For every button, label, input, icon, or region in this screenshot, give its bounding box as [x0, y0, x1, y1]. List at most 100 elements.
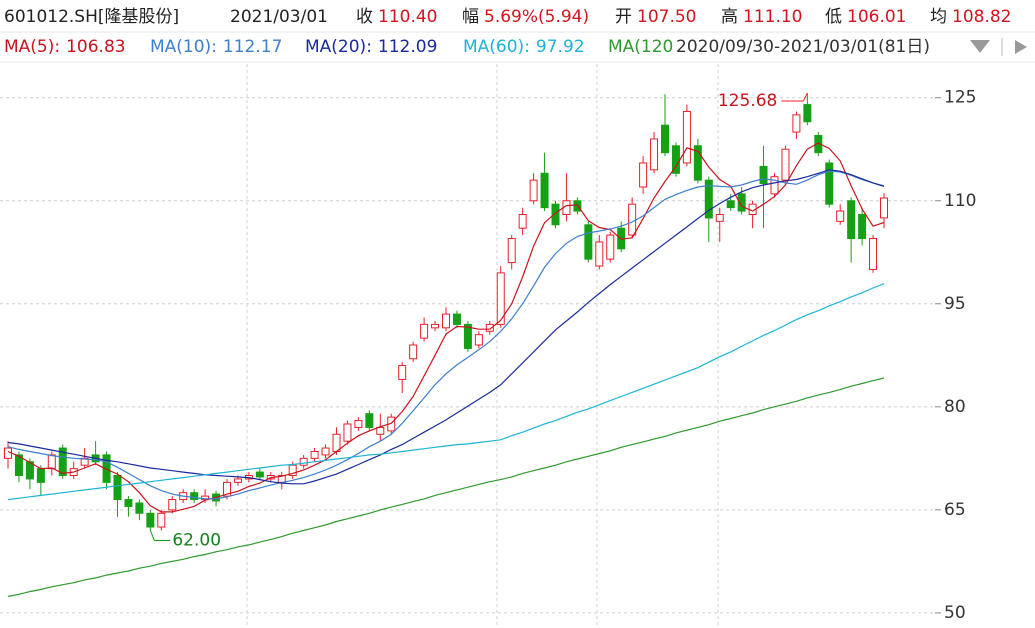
candle-body	[452, 313, 461, 325]
legend-entry: MA(5): 106.83	[4, 37, 126, 57]
candle-body	[255, 471, 264, 478]
candle-body	[233, 478, 242, 483]
candle-body	[485, 323, 494, 332]
candle-body	[463, 323, 472, 349]
quote-label: 高	[721, 7, 738, 27]
candle-body	[135, 502, 144, 514]
candle-body	[715, 213, 724, 222]
candle-body	[595, 241, 604, 267]
legend-name: MA(60):	[463, 37, 530, 57]
candle-body	[737, 193, 746, 212]
quote-value: 5.69%(5.94)	[484, 7, 589, 27]
quote-label: 低	[825, 7, 842, 27]
ma-line	[7, 377, 885, 597]
quote-label: 收	[356, 7, 373, 27]
candle-body	[759, 165, 768, 185]
candle-body	[288, 464, 297, 477]
candle-body	[650, 138, 659, 171]
candle-body	[474, 334, 483, 346]
legend-entry: MA(60): 97.92	[463, 37, 585, 57]
y-tick-label: 65	[944, 500, 966, 520]
candle-body	[682, 110, 691, 164]
date-range: 2020/09/30-2021/03/01(81日)	[676, 37, 930, 57]
candle-body	[606, 234, 615, 260]
y-tick-label: 125	[944, 88, 976, 108]
quote-label: 均	[930, 7, 947, 27]
candle-body	[343, 423, 352, 442]
y-tick-label: 50	[944, 603, 966, 623]
quote-value: 108.82	[952, 7, 1011, 27]
candle-body	[507, 238, 516, 264]
candle-body	[551, 203, 560, 226]
candle-body	[704, 179, 713, 219]
candle-body	[25, 461, 34, 480]
candle-body	[781, 148, 790, 181]
quote-label: 开	[615, 7, 632, 27]
candle-body	[825, 162, 834, 205]
candle-body	[496, 272, 505, 325]
legend-value: 112.17	[223, 37, 282, 57]
candle-body	[354, 420, 363, 428]
candle-body	[157, 512, 166, 528]
candle-body	[869, 238, 878, 270]
high-label: 125.68	[718, 91, 777, 111]
candle-body	[847, 200, 856, 240]
candle-body	[836, 210, 845, 222]
quote-value: 106.01	[847, 7, 906, 27]
candle-body	[113, 475, 122, 501]
legend-entry: MA(20): 112.09	[305, 37, 437, 57]
ma-line	[7, 283, 885, 501]
ma-line	[7, 169, 885, 485]
candle-body	[792, 114, 801, 133]
legend-entry: MA(10): 112.17	[150, 37, 282, 57]
candle-body	[190, 492, 199, 501]
candle-body	[661, 124, 669, 154]
candle-body	[431, 323, 440, 329]
candle-body	[310, 450, 319, 459]
candle-body	[803, 104, 812, 123]
candle-body	[628, 203, 637, 236]
expand-icon[interactable]	[1015, 40, 1027, 54]
candle-body	[409, 344, 418, 360]
candle-body	[321, 447, 330, 456]
candle-body	[814, 134, 823, 154]
legend-name: MA(20):	[305, 37, 372, 57]
candle-body	[146, 512, 155, 528]
quote-value: 107.50	[637, 7, 696, 27]
candle-body	[124, 499, 133, 507]
y-tick-label: 80	[944, 397, 966, 417]
ma-line	[7, 142, 885, 513]
date: 2021/03/01	[230, 7, 328, 27]
quote-value: 110.40	[378, 7, 437, 27]
y-tick-label: 110	[944, 191, 976, 211]
quote-value: 111.10	[743, 7, 802, 27]
annotation-leader	[781, 92, 808, 102]
candle-body	[80, 457, 89, 466]
candle-body	[201, 495, 210, 501]
grid	[246, 64, 719, 628]
annotation-leader	[149, 530, 171, 541]
candle-body	[584, 224, 593, 260]
legend-value: 112.09	[378, 37, 437, 57]
legend-value: 97.92	[536, 37, 585, 57]
candle-body	[376, 426, 385, 435]
candle-body	[639, 162, 648, 188]
candle-body	[858, 213, 867, 240]
candle-body	[14, 454, 23, 477]
candle-body	[47, 454, 56, 470]
candle-body	[299, 457, 308, 466]
candle-body	[770, 176, 779, 195]
candle-body	[420, 323, 429, 339]
candle-body	[58, 447, 67, 477]
candle-body	[168, 499, 177, 511]
dropdown-icon[interactable]	[970, 40, 990, 53]
candle-body	[102, 454, 111, 483]
candle-body	[529, 179, 538, 202]
legend-name: MA(5):	[4, 37, 60, 57]
legend-entry: MA(120	[608, 37, 673, 57]
candle-body	[442, 313, 450, 329]
candle-body	[398, 365, 407, 380]
candle-body	[518, 213, 527, 229]
candle-body	[36, 468, 45, 483]
